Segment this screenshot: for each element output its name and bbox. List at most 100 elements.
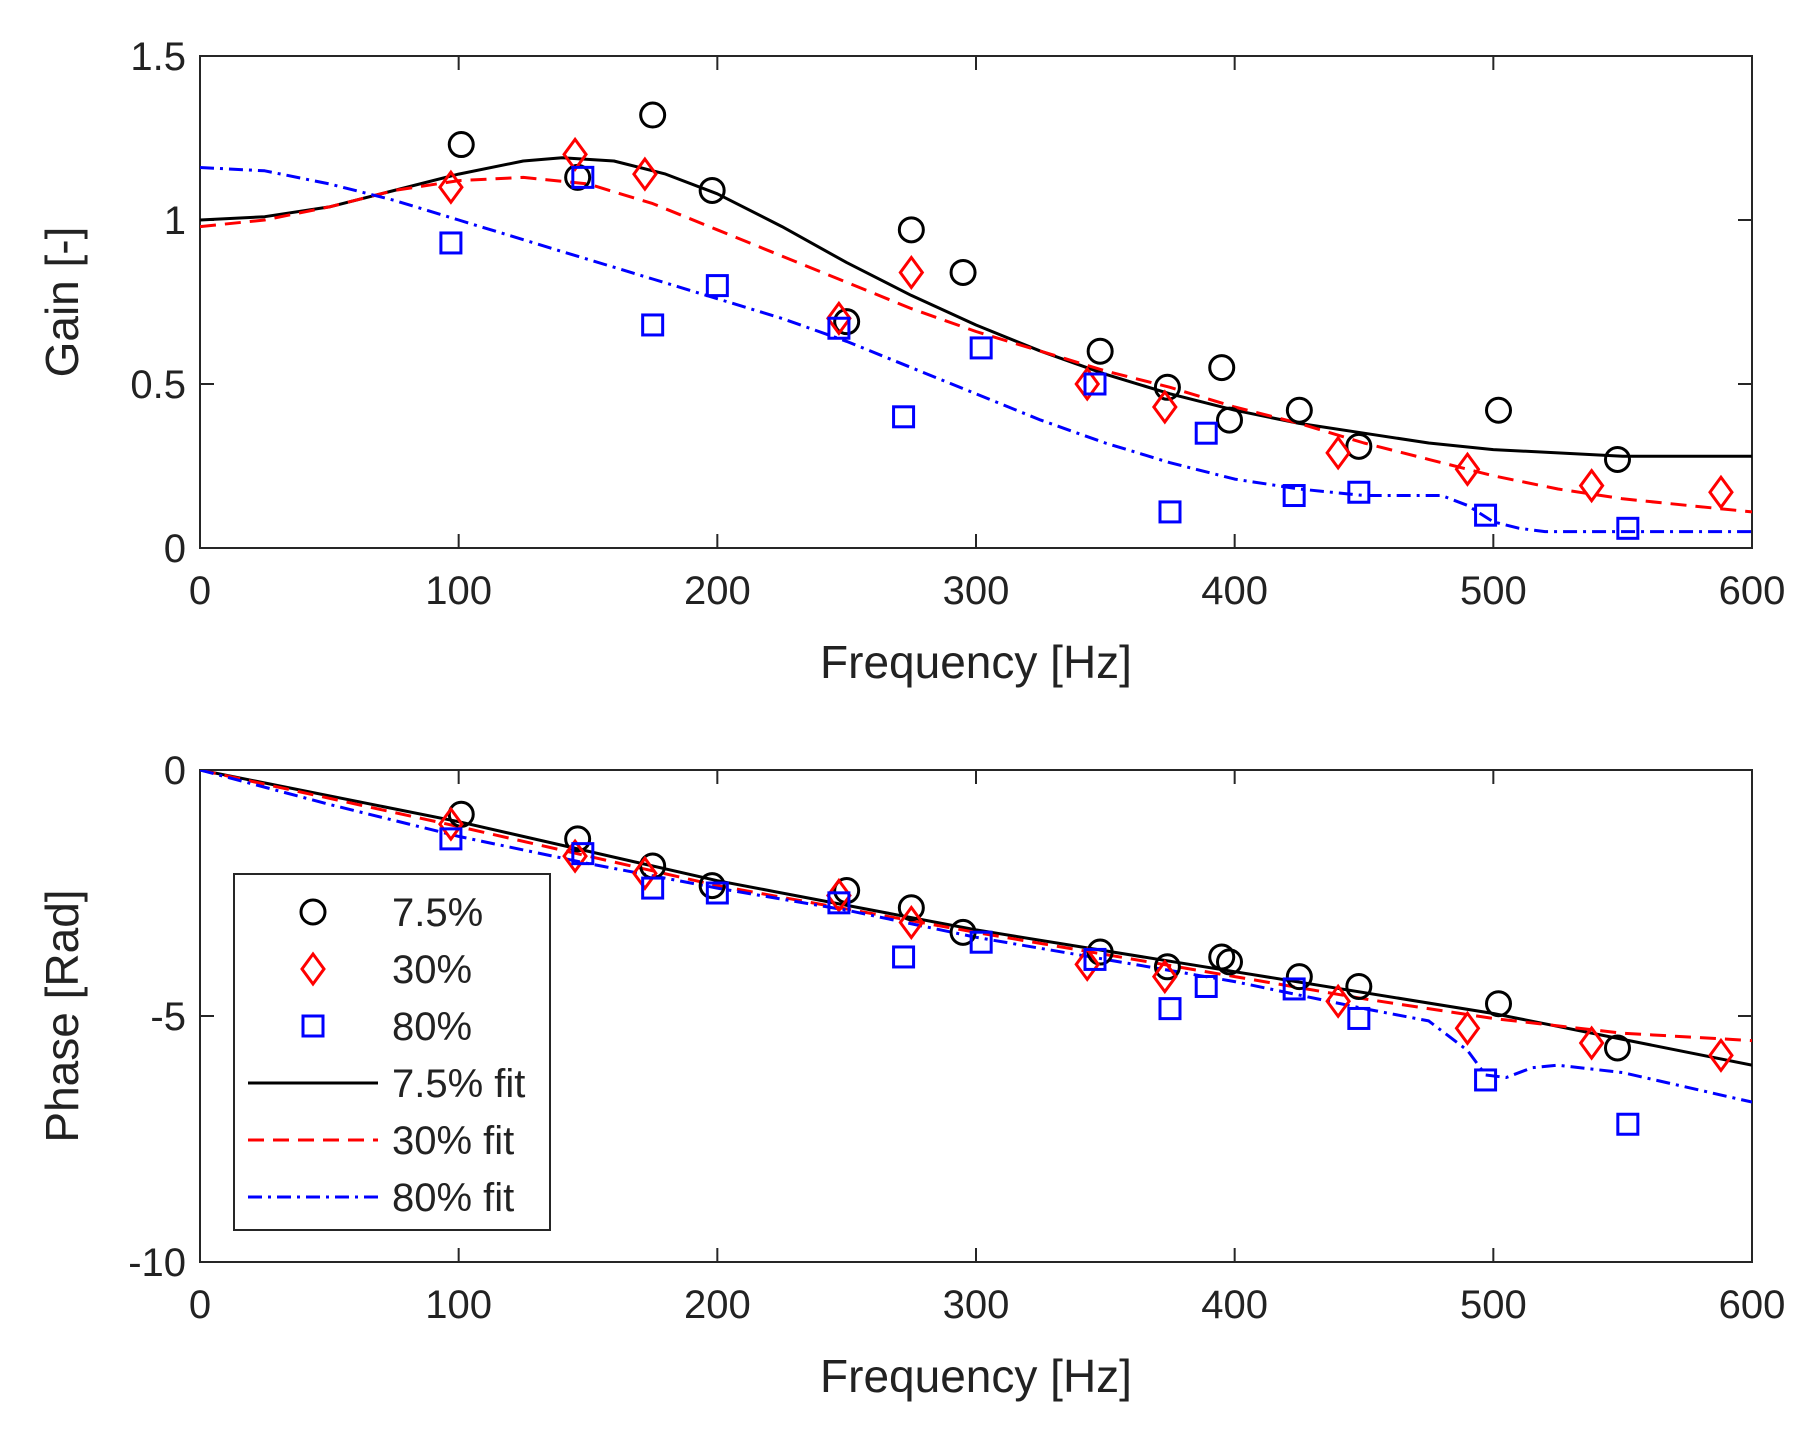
phase-point-7-5pct [1285, 963, 1313, 991]
gain-x-tick-label: 0 [189, 569, 211, 613]
phase-point-80pct [641, 876, 665, 900]
gain-point-7-5pct [1086, 337, 1114, 365]
phase-y-tick-label: -5 [150, 995, 186, 1039]
legend: 7.5% 30% 80% 7.5% fit 30% fit 80% fit [233, 873, 551, 1231]
phase-point-80pct [1282, 977, 1306, 1001]
phase-x-tick-label: 200 [684, 1283, 751, 1327]
phase-point-7-5pct [1485, 990, 1513, 1018]
gain-x-tick-label: 200 [684, 569, 751, 613]
gain-point-30pct [562, 136, 588, 172]
gain-x-tick-label: 500 [1460, 569, 1527, 613]
phase-point-30pct [1708, 1037, 1734, 1073]
gain-point-80pct [1083, 372, 1107, 396]
phase-point-7-5pct [1215, 948, 1243, 976]
gain-x-axis-label: Frequency [Hz] [820, 636, 1132, 688]
gain-point-30pct [898, 254, 925, 291]
gain-plot-area [199, 55, 1753, 549]
gain-point-30pct [1074, 366, 1101, 402]
gain-point-80pct [1282, 484, 1306, 508]
legend-label-80pct: 80% [392, 1005, 472, 1049]
gain-point-80pct [705, 274, 729, 298]
legend-label-7-5pct: 7.5% [392, 891, 483, 935]
gain-point-30pct [1708, 474, 1734, 510]
phase-point-7-5pct [1345, 972, 1373, 1000]
legend-marker-30pct [300, 951, 326, 987]
phase-point-30pct [1151, 959, 1178, 995]
phase-point-80pct [892, 945, 916, 969]
gain-point-80pct [641, 313, 665, 337]
phase-point-80pct [1474, 1068, 1498, 1092]
phase-point-80pct [969, 930, 993, 954]
phase-point-7-5pct [1153, 953, 1181, 981]
phase-point-30pct [1578, 1025, 1605, 1061]
gain-y-tick-label: 0 [164, 527, 186, 571]
gain-point-7-5pct [447, 131, 475, 159]
gain-point-80pct [969, 336, 993, 360]
gain-point-30pct [632, 156, 658, 192]
phase-x-tick-label: 400 [1201, 1283, 1268, 1327]
gain-point-7-5pct [1215, 406, 1243, 434]
gain-point-30pct [1454, 451, 1481, 487]
gain-y-axis-label: Gain [-] [36, 227, 88, 378]
phase-point-7-5pct [897, 894, 925, 922]
legend-marker-7-5pct [299, 898, 327, 926]
phase-point-7-5pct [1603, 1034, 1631, 1062]
phase-point-80pct [1194, 974, 1218, 998]
phase-point-80pct [827, 891, 851, 915]
phase-point-80pct [705, 881, 729, 905]
gain-point-7-5pct [833, 308, 861, 336]
gain-point-30pct [1151, 389, 1178, 425]
gain-x-tick-label: 300 [943, 569, 1010, 613]
phase-point-30pct [438, 806, 464, 842]
phase-x-tick-label: 600 [1719, 1283, 1786, 1327]
gain-point-80pct [1616, 516, 1640, 540]
phase-x-axis-label: Frequency [Hz] [820, 1350, 1132, 1402]
gain-point-7-5pct [1153, 373, 1181, 401]
gain-series-line-7-5pct-fit [200, 156, 1752, 458]
phase-point-30pct [632, 855, 658, 891]
gain-point-7-5pct [949, 258, 977, 286]
phase-x-tick-label: 500 [1460, 1283, 1527, 1327]
gain-point-7-5pct [1485, 396, 1513, 424]
gain-y-tick-label: 1.5 [130, 35, 186, 79]
gain-point-80pct [827, 316, 851, 340]
gain-point-80pct [1158, 500, 1182, 524]
legend-label-30pct-fit: 30% fit [392, 1119, 514, 1163]
gain-x-tick-label: 400 [1201, 569, 1268, 613]
phase-point-30pct [1325, 983, 1351, 1019]
phase-point-7-5pct [564, 825, 592, 853]
gain-point-7-5pct [1345, 432, 1373, 460]
legend-box [233, 873, 551, 1231]
phase-point-30pct [1454, 1010, 1481, 1046]
gain-point-7-5pct [1603, 445, 1631, 473]
phase-series-line-30pct-fit [200, 770, 1752, 1043]
gain-point-7-5pct [698, 176, 726, 204]
phase-point-30pct [1074, 946, 1101, 982]
phase-point-7-5pct [698, 872, 726, 900]
phase-point-30pct [898, 904, 925, 941]
phase-point-80pct [1347, 1006, 1371, 1030]
gain-x-tick-label: 600 [1719, 569, 1786, 613]
phase-x-tick-label: 300 [943, 1283, 1010, 1327]
gain-point-7-5pct [1208, 354, 1236, 382]
gain-y-tick-label: 1 [164, 199, 186, 243]
phase-point-80pct [1158, 997, 1182, 1021]
phase-point-7-5pct [833, 877, 861, 905]
phase-point-80pct [571, 842, 595, 866]
gain-point-80pct [1347, 480, 1371, 504]
gain-chart: 0 100 200 300 400 500 600 0 0.5 1 1.5 Frequency [Hz… [36, 35, 1785, 688]
phase-x-tick-label: 0 [189, 1283, 211, 1327]
phase-point-80pct [1616, 1112, 1640, 1136]
phase-point-30pct [826, 877, 852, 913]
gain-point-80pct [892, 405, 916, 429]
legend-marker-80pct [301, 1014, 325, 1038]
gain-y-tick-label: 0.5 [130, 363, 186, 407]
gain-point-30pct [438, 169, 464, 205]
phase-y-tick-label: -10 [128, 1241, 186, 1285]
gain-point-30pct [1325, 435, 1351, 471]
phase-x-tick-label: 100 [425, 1283, 492, 1327]
gain-point-80pct [439, 231, 463, 255]
phase-y-tick-label: 0 [164, 749, 186, 793]
gain-point-80pct [571, 165, 595, 189]
